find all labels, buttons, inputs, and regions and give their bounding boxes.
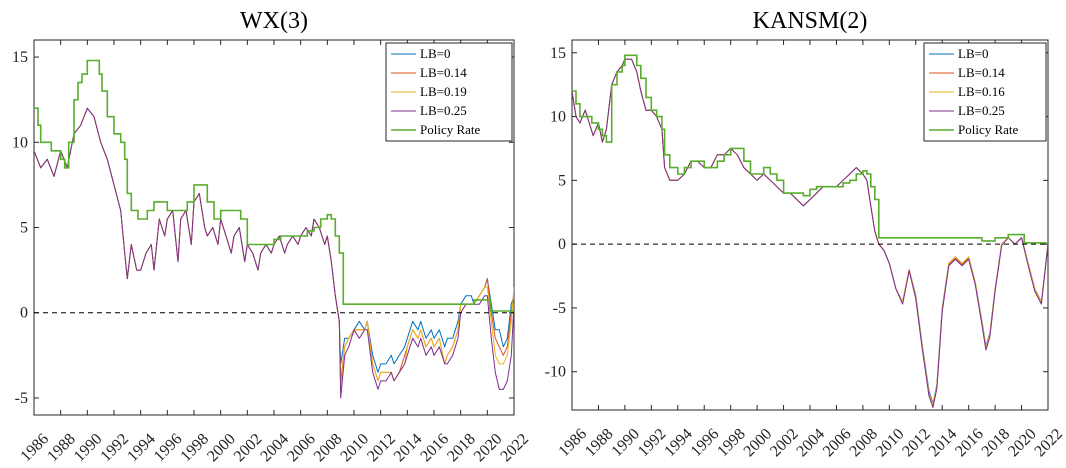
x-tick-label: 2018 — [444, 430, 479, 465]
series-group — [34, 59, 514, 399]
x-tick-label: 1992 — [635, 425, 670, 460]
series-line-policy-rate — [572, 54, 1048, 244]
y-tick-label: -5 — [553, 300, 566, 317]
legend-label: LB=0 — [958, 46, 988, 61]
legend-label: LB=0.25 — [958, 103, 1005, 118]
x-tick-label: 1994 — [124, 430, 159, 465]
legend: LB=0 LB=0.14 LB=0.16 LB=0.25 Policy Rate — [923, 42, 1047, 142]
x-tick-label: 2016 — [417, 430, 452, 465]
x-tick-label: 2020 — [471, 430, 506, 465]
x-tick-label: 1992 — [97, 430, 132, 465]
x-tick-label: 1986 — [555, 425, 590, 460]
x-tick-label: 2022 — [1031, 425, 1066, 460]
x-tick-label: 1994 — [661, 425, 696, 460]
legend-label: LB=0 — [420, 46, 450, 61]
x-tick-label: 2006 — [820, 425, 855, 460]
chart-panel-2: KANSM(2)-10-5051015198619881990199219941… — [545, 8, 1066, 460]
series-line-lb-0-25 — [572, 58, 1048, 408]
y-tick-label: 10 — [12, 134, 28, 151]
legend-label: Policy Rate — [420, 122, 481, 137]
x-tick-label: 2008 — [846, 425, 881, 460]
legend: LB=0 LB=0.14 LB=0.19 LB=0.25 Policy Rate — [385, 42, 513, 142]
y-tick-label: 15 — [12, 49, 28, 66]
x-tick-label: 2002 — [231, 430, 266, 465]
x-tick-label: 1996 — [151, 430, 186, 465]
y-tick-label: 5 — [20, 220, 28, 237]
x-tick-label: 1988 — [44, 430, 79, 465]
legend-label: Policy Rate — [958, 122, 1019, 137]
x-tick-label: 1998 — [177, 430, 212, 465]
x-tick-label: 1990 — [608, 425, 643, 460]
x-tick-label: 2014 — [391, 430, 426, 465]
series-group — [572, 54, 1048, 408]
y-tick-label: 0 — [558, 236, 566, 253]
x-tick-label: 2014 — [926, 425, 961, 460]
x-tick-label: 1986 — [17, 430, 52, 465]
x-tick-label: 1998 — [714, 425, 749, 460]
x-tick-label: 2012 — [364, 430, 399, 465]
legend-label: LB=0.14 — [958, 65, 1005, 80]
legend-label: LB=0.16 — [958, 84, 1005, 99]
x-tick-label: 2002 — [767, 425, 802, 460]
x-tick-label: 2010 — [873, 425, 908, 460]
y-tick-label: 0 — [20, 305, 28, 322]
legend-label: LB=0.19 — [420, 84, 467, 99]
x-tick-label: 2022 — [497, 430, 532, 465]
series-line-lb-0-25 — [34, 107, 514, 399]
x-tick-label: 2006 — [284, 430, 319, 465]
y-tick-label: -10 — [545, 364, 566, 381]
chart-title: WX(3) — [240, 8, 308, 34]
x-tick-label: 1996 — [688, 425, 723, 460]
x-tick-label: 2000 — [204, 430, 239, 465]
x-tick-label: 2008 — [311, 430, 346, 465]
y-tick-label: -5 — [15, 390, 28, 407]
x-tick-label: 2018 — [979, 425, 1014, 460]
chart-panel-1: WX(3) -5 0 5 10 15 198619881990199219941996199… — [12, 8, 532, 465]
x-tick-label: 2010 — [337, 430, 372, 465]
x-tick-label: 2000 — [741, 425, 776, 460]
x-tick-label: 2020 — [1005, 425, 1040, 460]
x-tick-label: 1990 — [71, 430, 106, 465]
chart-title: KANSM(2) — [753, 8, 868, 34]
series-line-policy-rate — [34, 59, 514, 312]
x-tick-label: 2004 — [257, 430, 292, 465]
x-tick-label: 2004 — [793, 425, 828, 460]
x-tick-label: 1988 — [582, 425, 617, 460]
x-tick-label: 2016 — [952, 425, 987, 460]
series-line-lb-0-19 — [34, 107, 514, 390]
y-tick-label: 15 — [550, 45, 566, 62]
y-tick-label: 5 — [558, 172, 566, 189]
legend-label: LB=0.25 — [420, 103, 467, 118]
x-tick-label: 2012 — [899, 425, 934, 460]
y-tick-label: 10 — [550, 109, 566, 126]
legend-label: LB=0.14 — [420, 65, 467, 80]
